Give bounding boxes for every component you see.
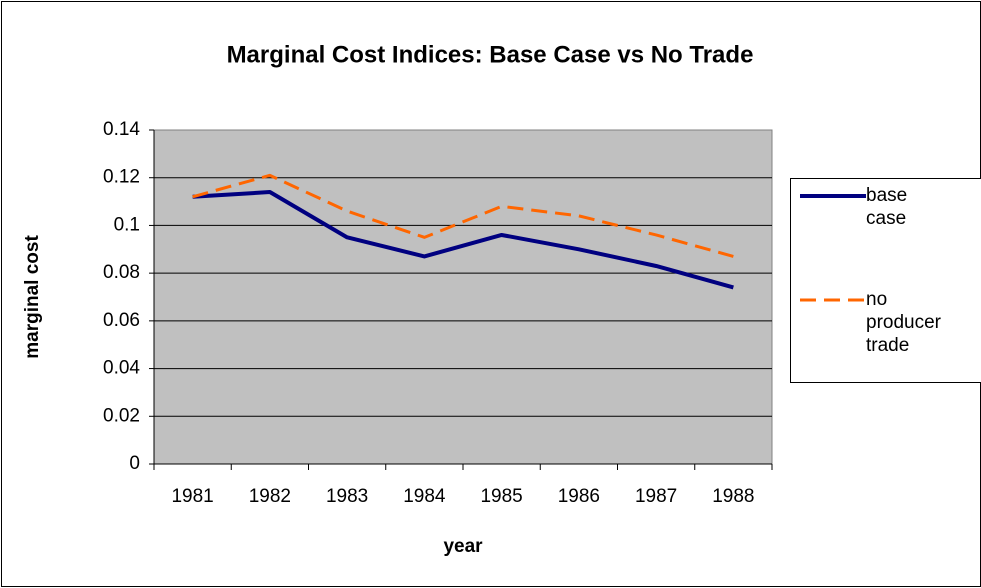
- y-tick-label: 0: [129, 453, 140, 474]
- x-tick-label: 1983: [326, 486, 368, 507]
- x-tick-label: 1987: [635, 486, 677, 507]
- x-tick-label: 1988: [712, 486, 754, 507]
- legend-entry: no producer trade: [866, 289, 941, 356]
- legend-label: base case: [866, 185, 908, 229]
- x-axis-label: year: [443, 536, 483, 557]
- series-line: [192, 190, 734, 290]
- x-tick-label: 1986: [558, 486, 600, 507]
- x-tick-label: 1985: [480, 486, 522, 507]
- x-tick-label: 1984: [403, 486, 446, 507]
- x-tick-label: 1981: [171, 486, 213, 507]
- y-tick-label: 0.06: [103, 310, 140, 331]
- y-axis-label: marginal cost: [22, 235, 43, 359]
- chart-title: Marginal Cost Indices: Base Case vs No T…: [227, 41, 754, 68]
- plot-area: [153, 129, 773, 465]
- y-tick-label: 0.12: [103, 167, 140, 188]
- y-tick-label: 0.08: [103, 262, 140, 283]
- y-tick-label: 0.04: [103, 358, 140, 379]
- y-tick-label: 0.14: [103, 119, 140, 140]
- legend: [790, 178, 981, 383]
- x-tick-label: 1982: [249, 486, 291, 507]
- legend-entry: base case: [866, 185, 908, 229]
- legend-label: no producer trade: [866, 289, 941, 356]
- y-tick-label: 0.02: [103, 405, 140, 426]
- y-tick-label: 0.1: [114, 214, 140, 235]
- series-line: [192, 173, 734, 258]
